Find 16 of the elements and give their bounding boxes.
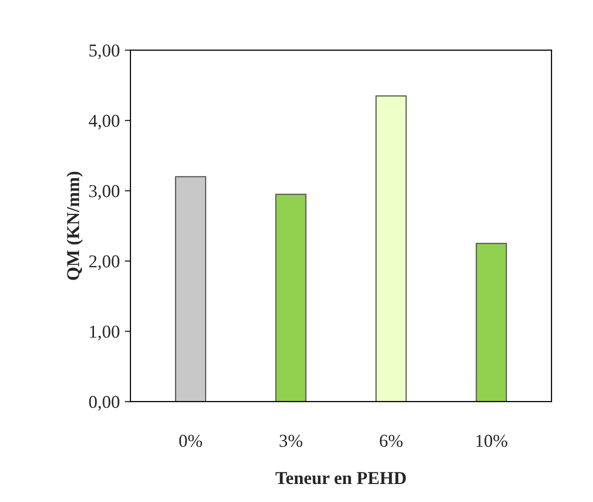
x-tick-label: 0% <box>179 434 202 448</box>
y-tick-label: 2,00 <box>89 255 120 270</box>
x-axis-title: Teneur en PEHD <box>276 472 406 484</box>
y-tick-label: 0,00 <box>89 396 120 411</box>
bar <box>376 95 407 402</box>
y-tick-label: 4,00 <box>88 114 120 130</box>
x-tick-label: 6% <box>380 434 403 448</box>
bar <box>476 242 507 402</box>
y-axis-title: QM (KN/mm) <box>66 172 83 280</box>
y-tick-label: 5,00 <box>89 44 120 60</box>
y-tick-label: 1,00 <box>90 326 120 340</box>
y-tick-label: 3,00 <box>89 185 120 200</box>
bar <box>175 176 206 402</box>
x-tick-label: 10% <box>476 434 508 448</box>
x-tick-label: 3% <box>280 434 302 448</box>
bar <box>275 194 306 402</box>
